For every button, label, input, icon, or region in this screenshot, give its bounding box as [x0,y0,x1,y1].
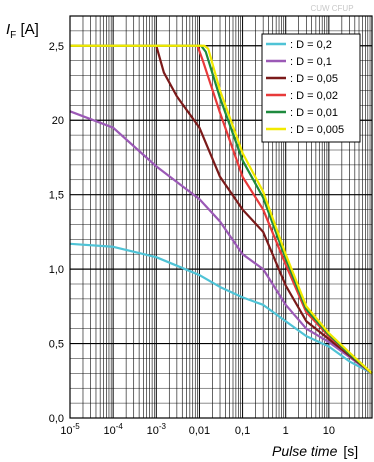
y-axis-label-sub: F [10,30,16,41]
x-tick-base: 10 [60,425,72,437]
series-line-0 [69,242,373,375]
x-tick-exponent: -5 [73,422,81,431]
y-axis-label-main: I [6,21,10,38]
y-tick-label: 1,0 [49,264,64,276]
x-tick-labels: 10-5 10-4 10-3 0,01 0,1 1 10 [60,422,335,437]
x-tick-label: 1 [283,425,289,437]
grid [69,16,372,418]
x-axis-label: Pulse time [s] [272,443,358,459]
y-axis-label: IF [A] [6,21,39,41]
x-tick-base: 10 [103,425,115,437]
y-tick-label: 0,5 [49,339,64,351]
legend-label-3: : D = 0,02 [290,90,338,102]
legend-label-2: : D = 0,05 [290,73,338,85]
series-line-1 [69,110,373,375]
legend-box [261,33,361,143]
legend-label-5: : D = 0,005 [290,124,344,136]
y-tick-label: 2,5 [49,41,64,53]
legend: : D = 0,2 : D = 0,1 : D = 0,05 : D = 0,02 : … [261,33,361,143]
x-tick-label: 10-5 [60,422,80,437]
series-line-2 [70,44,373,375]
series-lines [69,44,373,375]
watermark: CUW CFUP [310,4,353,13]
x-tick-exponent: -4 [116,422,124,431]
plot-frame [69,15,373,419]
y-axis-label-unit: [A] [16,21,39,38]
y-tick-label: 0,0 [49,413,64,425]
y-tick-labels: 0,0 0,5 1,0 1,5 20 2,5 [49,41,64,425]
x-tick-label: 10 [323,425,335,437]
x-tick-label: 0,01 [189,425,210,437]
y-tick-label: 1,5 [49,190,64,202]
x-tick-exponent: -3 [159,422,167,431]
series-line-5 [70,44,373,375]
legend-label-4: : D = 0,01 [290,107,338,119]
x-tick-label: 0,1 [235,425,250,437]
x-tick-label: 10-4 [103,422,123,437]
x-axis-label-main: Pulse time [272,443,338,459]
legend-label-0: : D = 0,2 [290,39,332,51]
x-tick-base: 10 [147,425,159,437]
y-tick-label: 20 [52,115,64,127]
x-tick-label: 10-3 [147,422,167,437]
x-axis-label-unit: [s] [343,443,358,459]
legend-label-1: : D = 0,1 [290,56,332,68]
